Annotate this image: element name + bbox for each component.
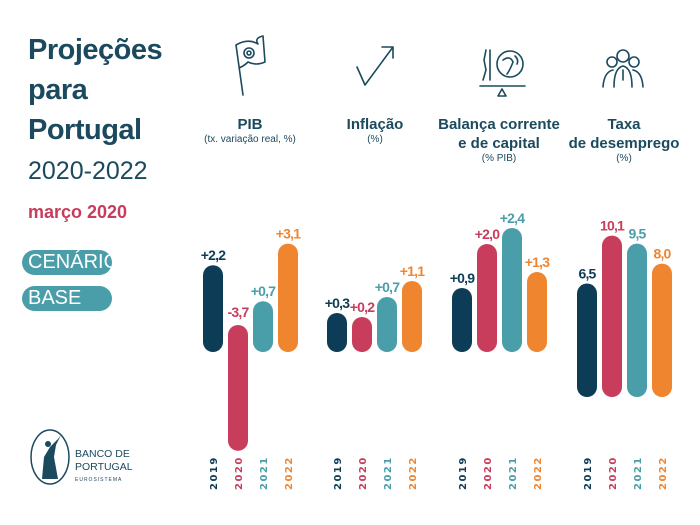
trend-up-icon	[356, 46, 394, 86]
data-label: +3,1	[276, 226, 301, 242]
bar-2021	[502, 228, 522, 352]
logo-line: PORTUGAL	[75, 461, 133, 473]
scenario-badge-line2: BASE	[22, 286, 112, 311]
flag-icon	[235, 35, 266, 96]
data-label: 10,1	[600, 218, 625, 234]
data-label: +0,3	[325, 295, 350, 311]
bar-2021	[627, 243, 647, 397]
bar-2022	[652, 263, 672, 397]
bar-2019	[327, 313, 347, 352]
data-label: -3,7	[228, 304, 250, 320]
year-tick-label: 2020	[483, 456, 494, 490]
year-tick-label: 2020	[358, 456, 369, 490]
year-tick-label: 2022	[284, 456, 295, 490]
title-line: Projeções	[28, 34, 163, 66]
data-label: 6,5	[578, 266, 596, 282]
data-label: +0,7	[251, 283, 276, 299]
bar-2022	[527, 272, 547, 352]
year-tick-label: 2020	[234, 456, 245, 490]
data-label: +0,7	[375, 279, 400, 295]
bar-2019	[203, 265, 223, 352]
title-line: para	[28, 74, 88, 106]
chart-subtitle: (%)	[616, 153, 632, 164]
data-label: +1,1	[400, 263, 425, 279]
logo-text: BANCO DE PORTUGAL EUROSISTEMA	[75, 448, 133, 487]
year-tick-label: 2019	[209, 456, 220, 490]
bar-2019	[577, 283, 597, 397]
data-label: +1,3	[525, 254, 550, 270]
year-tick-label: 2022	[533, 456, 544, 490]
chart-title: Inflação	[346, 116, 404, 133]
header-desemprego: Taxa de desemprego (%)	[544, 115, 700, 164]
years-range: 2020-2022	[28, 157, 148, 185]
bar-2020	[477, 244, 497, 352]
data-label: 8,0	[653, 246, 671, 262]
bar-2020	[228, 325, 248, 451]
header-pib: PIB (tx. variação real, %)	[170, 115, 330, 145]
chart-subtitle: (% PIB)	[481, 153, 517, 164]
year-tick-label: 2022	[658, 456, 669, 490]
balance-globe-icon	[479, 49, 526, 97]
year-tick-label: 2021	[633, 456, 644, 490]
publication-date: março 2020	[28, 202, 128, 222]
bar-2022	[402, 281, 422, 352]
year-tick-label: 2021	[508, 456, 519, 490]
data-label: 9,5	[628, 226, 646, 242]
chart-title: Taxa de desemprego	[568, 116, 680, 152]
chart-title: PIB	[237, 116, 263, 133]
banco-de-portugal-logo	[30, 429, 70, 485]
logo-line: EUROSISTEMA	[75, 477, 123, 483]
chart-title: Balança corrente e de capital	[438, 116, 560, 152]
data-label: +2,0	[475, 226, 500, 242]
bar-2021	[377, 297, 397, 352]
year-tick-label: 2021	[383, 456, 394, 490]
year-tick-label: 2021	[259, 456, 270, 490]
scenario-badge-line1: CENÁRIO	[22, 250, 119, 275]
data-label: +2,4	[500, 210, 525, 226]
bar-2019	[452, 288, 472, 352]
header-inflacao: Inflação (%)	[295, 115, 455, 145]
bar-2021	[253, 301, 273, 352]
chart-subtitle: (%)	[367, 134, 383, 145]
title-line: Portugal	[28, 114, 142, 146]
year-tick-label: 2022	[408, 456, 419, 490]
year-tick-label: 2019	[583, 456, 594, 490]
data-label: +0,9	[450, 270, 475, 286]
year-tick-label: 2019	[333, 456, 344, 490]
logo-line: BANCO DE	[75, 448, 130, 460]
data-label: +0,2	[350, 299, 375, 315]
bar-2020	[602, 235, 622, 397]
people-icon	[602, 49, 644, 88]
bar-2020	[352, 317, 372, 352]
header-balanca: Balança corrente e de capital (% PIB)	[419, 115, 579, 164]
bar-2022	[278, 243, 298, 352]
data-label: +2,2	[201, 247, 226, 263]
chart-subtitle: (tx. variação real, %)	[204, 134, 296, 145]
year-tick-label: 2020	[608, 456, 619, 490]
page-title: Projeções para Portugal	[28, 30, 163, 150]
year-tick-label: 2019	[458, 456, 469, 490]
